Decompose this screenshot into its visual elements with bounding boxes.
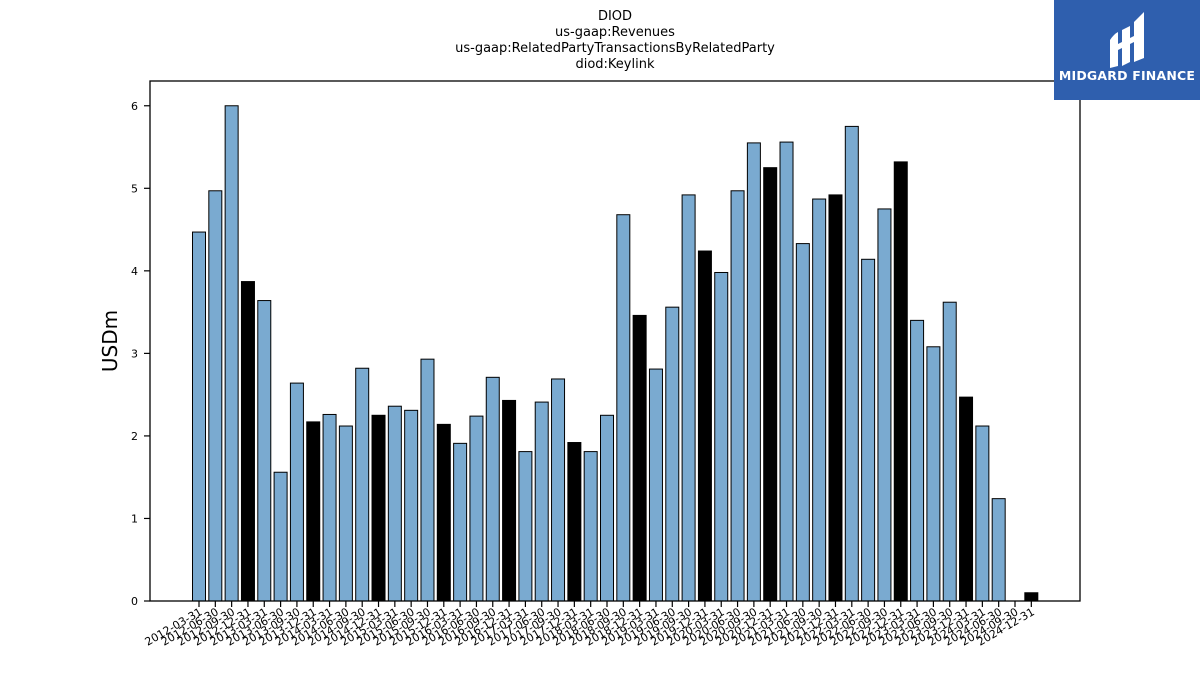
bars: [192, 105, 1039, 602]
y-tick-label: 4: [131, 265, 138, 278]
bar: [779, 141, 794, 602]
bar: [192, 231, 206, 602]
bar: [534, 401, 549, 602]
bar: [404, 409, 419, 602]
bar: [551, 378, 566, 602]
bar: [469, 415, 484, 602]
brand-logo: MIDGARD FINANCE: [1054, 0, 1200, 100]
chart-title: DIODus-gaap:Revenuesus-gaap:RelatedParty…: [455, 9, 775, 72]
bar: [665, 306, 680, 602]
bar: [273, 471, 288, 602]
logo-text: MIDGARD FINANCE: [1058, 68, 1196, 83]
y-tick-label: 0: [131, 595, 138, 608]
y-tick-label: 6: [131, 100, 138, 113]
bar: [942, 301, 957, 602]
bar: [420, 358, 435, 602]
bar: [926, 346, 941, 602]
bar: [240, 281, 255, 602]
bar: [600, 414, 614, 602]
bar: [697, 250, 712, 602]
bar: [861, 258, 876, 602]
bar: [453, 442, 468, 602]
bar: [224, 105, 239, 602]
y-tick-label: 3: [131, 347, 138, 360]
bar: [681, 194, 696, 602]
bar: [518, 451, 533, 602]
axes: [149, 80, 1081, 602]
bar: [322, 413, 337, 602]
bar: [632, 314, 647, 602]
bar: [730, 190, 745, 602]
bar: [387, 405, 402, 602]
bar: [991, 498, 1006, 602]
bar: [844, 125, 859, 602]
bar: [975, 425, 990, 602]
title-line: diod:Keylink: [575, 57, 654, 72]
title-line: DIOD: [598, 9, 632, 24]
bar: [306, 421, 321, 602]
bar: [1024, 592, 1039, 602]
bar: [355, 367, 370, 602]
bar: [648, 368, 663, 602]
bar: [746, 142, 761, 602]
bar: [502, 399, 517, 602]
bar: [436, 423, 451, 602]
bar: [485, 376, 500, 602]
plot-frame: [149, 80, 1081, 602]
bar: [338, 425, 353, 602]
logo-mark-icon: [1110, 12, 1144, 68]
x-axis-ticks: 2012-03-312012-06-302012-09-302012-12-31…: [143, 601, 1037, 649]
bar: [714, 271, 729, 602]
y-axis-ticks: 0 1 2 3 4 5 6: [131, 100, 150, 608]
y-tick-label: 1: [131, 512, 138, 525]
bar: [910, 319, 925, 602]
bar: [371, 414, 386, 602]
bar: [795, 243, 810, 602]
bar: [583, 451, 598, 602]
y-axis-label: USDm: [98, 310, 122, 372]
bar: [257, 300, 272, 602]
bar: [763, 167, 778, 602]
bar: [893, 161, 908, 602]
title-line: us-gaap:RelatedPartyTransactionsByRelate…: [455, 41, 775, 56]
bar: [959, 396, 974, 602]
y-tick-label: 2: [131, 430, 138, 443]
bar: [877, 208, 892, 602]
bar: [567, 442, 582, 602]
bar: [208, 190, 223, 602]
bar: [828, 194, 843, 602]
title-line: us-gaap:Revenues: [555, 25, 675, 40]
bar: [616, 214, 631, 602]
bar: [812, 198, 827, 602]
bar: [289, 382, 304, 602]
y-tick-label: 5: [131, 182, 138, 195]
